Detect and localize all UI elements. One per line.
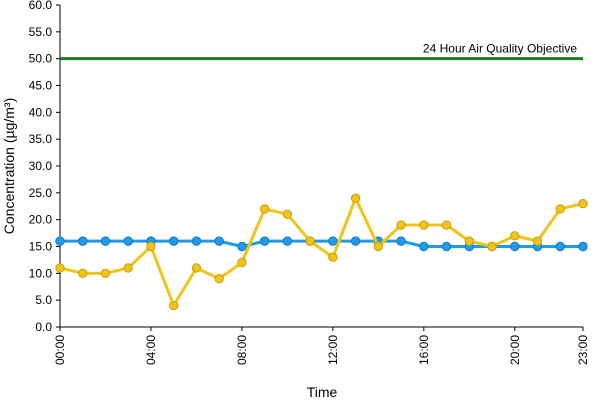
data-point xyxy=(328,252,338,262)
y-tick-label: 60.0 xyxy=(29,0,53,12)
data-point xyxy=(282,209,293,220)
data-point xyxy=(373,241,384,252)
y-tick-label: 25.0 xyxy=(29,186,53,200)
data-point xyxy=(259,236,270,246)
data-point xyxy=(146,241,156,252)
data-point xyxy=(214,236,224,246)
data-point xyxy=(259,204,270,214)
data-point xyxy=(55,236,65,246)
data-point xyxy=(100,268,111,279)
y-tick-label: 15.0 xyxy=(29,240,53,254)
data-point xyxy=(78,236,88,246)
data-point xyxy=(532,236,543,246)
y-tick-label: 20.0 xyxy=(29,213,53,227)
y-tick-label: 0.0 xyxy=(35,320,52,334)
data-point xyxy=(578,241,588,252)
data-point xyxy=(396,220,406,230)
y-tick-label: 35.0 xyxy=(29,132,53,146)
data-point xyxy=(191,263,202,273)
y-tick-label: 45.0 xyxy=(29,79,53,93)
y-tick-label: 55.0 xyxy=(29,25,53,39)
data-point xyxy=(396,236,406,246)
reference-line-label: 24 Hour Air Quality Objective xyxy=(423,42,577,56)
data-point xyxy=(328,236,338,246)
data-point xyxy=(441,241,452,252)
x-tick-label: 08:00 xyxy=(235,335,249,365)
y-tick-label: 5.0 xyxy=(35,293,52,307)
data-point xyxy=(282,236,293,246)
series-group xyxy=(55,193,588,311)
data-point xyxy=(555,241,565,252)
data-point xyxy=(305,236,315,246)
data-point xyxy=(464,236,475,246)
x-tick-label: 20:00 xyxy=(508,335,522,365)
data-point xyxy=(123,263,133,273)
data-point xyxy=(191,236,202,246)
y-axis-ticks: 0.0 5.0 10.0 15.0 20.0 25.0 30.0 35.0 40.0 45.0 50… xyxy=(29,0,60,334)
x-tick-label: 23:00 xyxy=(576,335,590,365)
data-point xyxy=(78,268,88,279)
y-tick-label: 10.0 xyxy=(29,266,53,280)
data-point xyxy=(237,241,247,252)
data-point xyxy=(419,241,429,252)
y-axis-title: Concentration (µg/m³) xyxy=(1,98,17,234)
x-tick-label: 16:00 xyxy=(417,335,431,365)
data-point xyxy=(168,300,179,311)
x-tick-label: 04:00 xyxy=(144,335,158,365)
series-line xyxy=(59,196,584,308)
data-point xyxy=(350,236,361,246)
data-point xyxy=(214,274,224,284)
x-axis-ticks: 00:00 04:00 08:00 12:00 16:00 20:00 23:00 xyxy=(53,327,590,365)
x-axis-title: Time xyxy=(307,384,338,400)
y-tick-label: 50.0 xyxy=(29,52,53,66)
data-point xyxy=(168,236,179,246)
y-tick-label: 30.0 xyxy=(29,159,53,173)
data-point xyxy=(237,257,247,268)
reference-lines: 24 Hour Air Quality Objective xyxy=(60,42,583,61)
data-point xyxy=(510,231,520,241)
data-point xyxy=(419,220,429,230)
data-point xyxy=(55,263,65,273)
x-tick-label: 00:00 xyxy=(53,335,67,365)
x-tick-label: 12:00 xyxy=(326,335,340,365)
y-tick-label: 40.0 xyxy=(29,105,53,119)
data-point xyxy=(441,220,452,230)
data-point xyxy=(100,236,111,246)
data-point xyxy=(555,204,565,214)
data-point xyxy=(578,198,588,209)
data-point xyxy=(350,193,361,203)
data-point xyxy=(487,241,497,252)
data-point xyxy=(123,236,133,246)
data-point xyxy=(510,241,520,252)
